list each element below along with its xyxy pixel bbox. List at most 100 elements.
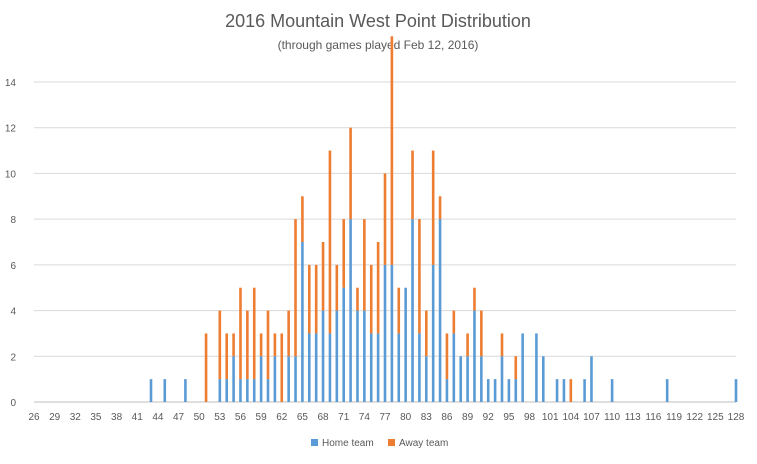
legend-swatch-away xyxy=(388,439,395,446)
x-tick-label: 53 xyxy=(214,412,226,423)
x-tick-label: 107 xyxy=(583,412,600,423)
bar-home-team xyxy=(473,310,476,402)
bar-home-team xyxy=(555,379,559,402)
bar-home-team xyxy=(225,379,229,402)
bar-home-team xyxy=(363,310,366,402)
bar-away-team xyxy=(273,333,277,357)
bar-away-team xyxy=(342,219,346,288)
bar-away-team xyxy=(390,36,394,265)
bar-away-team xyxy=(204,333,208,402)
x-tick-label: 116 xyxy=(645,412,661,423)
y-tick-label: 2 xyxy=(10,352,16,363)
bar-home-team xyxy=(521,333,524,402)
bar-home-team xyxy=(335,310,339,402)
bar-home-team xyxy=(418,333,421,402)
bar-home-team xyxy=(273,356,277,402)
bar-away-team xyxy=(349,127,352,220)
bar-home-team xyxy=(294,356,297,402)
x-tick-label: 98 xyxy=(524,412,536,423)
bar-home-team xyxy=(321,310,325,402)
bar-home-team xyxy=(163,379,167,402)
x-tick-label: 113 xyxy=(625,412,641,423)
bar-away-team xyxy=(452,310,456,334)
chart-title: 2016 Mountain West Point Distribution xyxy=(225,11,531,31)
bar-away-team xyxy=(321,242,325,311)
y-tick-label: 0 xyxy=(10,398,16,409)
bar-away-team xyxy=(301,196,304,242)
bar-home-team xyxy=(493,379,497,402)
bar-home-team xyxy=(287,356,290,402)
x-tick-label: 59 xyxy=(256,412,268,423)
chart-subtitle: (through games played Feb 12, 2016) xyxy=(278,38,479,52)
x-tick-label: 41 xyxy=(132,412,144,423)
legend-swatch-home xyxy=(311,439,318,446)
bar-home-team xyxy=(232,356,235,402)
bar-away-team xyxy=(218,310,222,380)
bar-away-team xyxy=(418,219,421,334)
bar-home-team xyxy=(328,333,332,402)
x-tick-label: 125 xyxy=(707,412,724,423)
x-tick-label: 86 xyxy=(441,412,453,423)
bar-away-team xyxy=(232,333,235,357)
x-tick-label: 89 xyxy=(462,412,474,423)
y-tick-label: 12 xyxy=(5,124,17,135)
legend-label-home: Home team xyxy=(322,438,374,449)
bar-away-team xyxy=(314,264,318,334)
x-tick-label: 32 xyxy=(70,412,82,423)
x-tick-label: 74 xyxy=(359,412,371,423)
x-tick-label: 95 xyxy=(503,412,515,423)
x-tick-label: 77 xyxy=(379,412,391,423)
x-tick-label: 101 xyxy=(542,412,559,423)
bar-away-team xyxy=(239,287,242,380)
bar-home-team xyxy=(404,287,407,402)
legend-label-away: Away team xyxy=(399,438,448,449)
bar-away-team xyxy=(514,356,518,380)
bar-away-team xyxy=(480,310,483,357)
bar-home-team xyxy=(500,356,504,402)
bar-home-team xyxy=(610,379,614,402)
x-tick-label: 44 xyxy=(152,412,164,423)
bar-home-team xyxy=(466,356,469,402)
x-tick-label: 128 xyxy=(728,412,745,423)
x-tick-label: 68 xyxy=(317,412,329,423)
bar-away-team xyxy=(363,219,366,311)
bar-home-team xyxy=(583,379,586,402)
bar-away-team xyxy=(266,310,270,380)
bar-home-team xyxy=(239,379,242,402)
bar-home-team xyxy=(383,264,387,402)
x-tick-label: 29 xyxy=(49,412,61,423)
bar-home-team xyxy=(438,219,442,402)
y-tick-label: 10 xyxy=(5,169,17,180)
bar-home-team xyxy=(397,333,401,402)
bar-home-team xyxy=(390,264,394,402)
bar-home-team xyxy=(342,287,346,402)
x-tick-label: 110 xyxy=(604,412,620,423)
bar-home-team xyxy=(349,219,352,402)
x-tick-label: 83 xyxy=(421,412,433,423)
bar-away-team xyxy=(328,150,332,334)
bar-away-team xyxy=(383,173,387,265)
bar-home-team xyxy=(252,379,256,402)
bar-home-team xyxy=(535,333,538,402)
bar-home-team xyxy=(184,379,187,402)
x-tick-label: 56 xyxy=(235,412,247,423)
bar-home-team xyxy=(734,379,738,402)
x-tick-label: 47 xyxy=(173,412,185,423)
x-tick-label: 92 xyxy=(483,412,495,423)
y-tick-label: 4 xyxy=(10,307,16,318)
bar-home-team xyxy=(149,379,153,402)
bar-away-team xyxy=(500,333,504,357)
bar-home-team xyxy=(459,356,463,402)
bar-home-team xyxy=(369,333,373,402)
bar-away-team xyxy=(259,333,263,357)
bar-away-team xyxy=(438,196,442,220)
bar-home-team xyxy=(445,379,449,402)
x-tick-label: 104 xyxy=(562,412,579,423)
bar-home-team xyxy=(307,333,311,402)
bar-home-team xyxy=(452,333,456,402)
x-tick-label: 71 xyxy=(338,412,350,423)
x-tick-label: 26 xyxy=(28,412,40,423)
bar-away-team xyxy=(252,287,256,380)
bar-home-team xyxy=(266,379,270,402)
